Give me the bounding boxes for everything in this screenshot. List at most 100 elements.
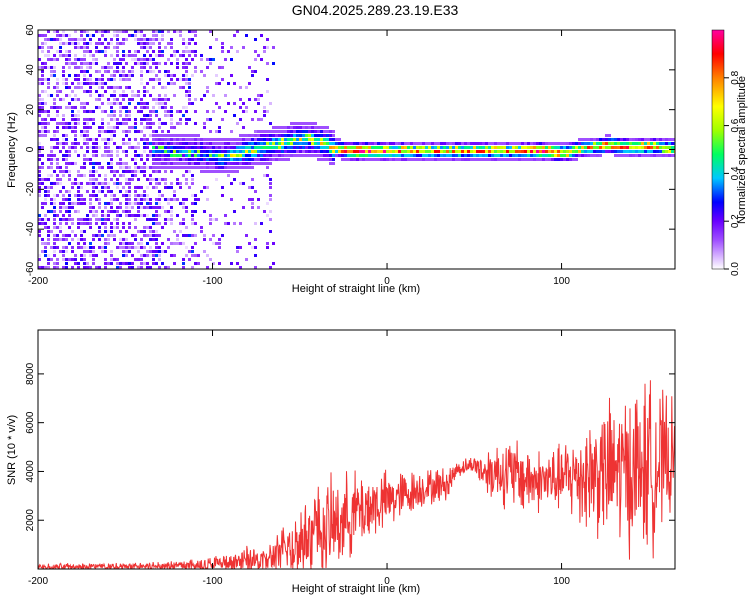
spectrogram-cell — [65, 222, 68, 225]
spectrogram-cell — [134, 246, 137, 249]
spectrogram-cell — [149, 134, 152, 137]
spectrogram-cell — [272, 242, 275, 245]
spectrogram-cell — [197, 262, 200, 265]
spectrogram-cell — [68, 258, 71, 261]
spectrogram-cell — [68, 154, 71, 157]
spectrogram-cell — [137, 258, 140, 261]
spectrogram-cell — [86, 190, 89, 193]
spectrogram-cell — [299, 138, 302, 141]
spectrogram-cell — [80, 46, 83, 49]
spectrogram-cell — [146, 234, 149, 237]
spectrogram-cell — [236, 154, 239, 157]
spectrogram-cell — [116, 42, 119, 45]
spectrogram-cell — [233, 82, 236, 85]
spectrogram-cell — [230, 162, 233, 165]
spectrogram-cell — [206, 158, 209, 161]
spectrogram-cell — [95, 106, 98, 109]
spectrogram-cell — [593, 146, 596, 149]
spectrogram-cell — [71, 126, 74, 129]
spectrogram-cell — [587, 154, 590, 157]
spectrogram-cell — [101, 102, 104, 105]
spectrogram-cell — [221, 142, 224, 145]
spectrogram-cell — [110, 206, 113, 209]
spectrogram-cell — [263, 110, 266, 113]
spectrogram-cell — [140, 102, 143, 105]
spectrogram-cell — [119, 246, 122, 249]
spectrogram-cell — [245, 166, 248, 169]
spectrogram-cell — [134, 30, 137, 33]
spectrogram-cell — [620, 154, 623, 157]
spectrogram-cell — [128, 142, 131, 145]
spectrogram-cell — [158, 134, 161, 137]
spectrogram-cell — [152, 262, 155, 265]
spectrogram-cell — [530, 146, 533, 149]
spectrogram-cell — [227, 102, 230, 105]
spectrogram-cell — [233, 170, 236, 173]
spectrogram-cell — [164, 166, 167, 169]
spectrogram-cell — [80, 34, 83, 37]
spectrogram-cell — [209, 130, 212, 133]
spectrogram-cell — [113, 142, 116, 145]
spectrogram-cell — [134, 166, 137, 169]
spectrogram-cell — [365, 150, 368, 153]
spectrogram-cell — [44, 190, 47, 193]
spectrogram-cell — [413, 146, 416, 149]
spectrogram-cell — [260, 118, 263, 121]
spectrogram-cell — [155, 134, 158, 137]
spectrogram-cell — [47, 178, 50, 181]
spectrogram-cell — [266, 38, 269, 41]
spectrogram-cell — [479, 150, 482, 153]
spectrogram-cell — [524, 150, 527, 153]
spectrogram-cell — [122, 118, 125, 121]
spectrogram-cell — [125, 142, 128, 145]
spectrogram-cell — [227, 162, 230, 165]
spectrogram-cell — [146, 50, 149, 53]
spectrogram-cell — [269, 186, 272, 189]
spectrogram-cell — [113, 86, 116, 89]
spectrogram-cell — [170, 62, 173, 65]
spectrogram-cell — [479, 142, 482, 145]
spectrogram-cell — [458, 154, 461, 157]
spectrogram-cell — [110, 86, 113, 89]
spectrogram-cell — [104, 202, 107, 205]
spectrogram-cell — [263, 142, 266, 145]
spectrogram-cell — [251, 166, 254, 169]
spectrogram-cell — [503, 150, 506, 153]
spectrogram-cell — [530, 150, 533, 153]
spectrogram-cell — [62, 134, 65, 137]
spectrogram-cell — [101, 250, 104, 253]
spectrogram-cell — [98, 86, 101, 89]
spectrogram-cell — [188, 118, 191, 121]
spectrogram-cell — [119, 238, 122, 241]
spectrogram-cell — [164, 250, 167, 253]
spectrogram-cell — [41, 130, 44, 133]
spectrogram-cell — [74, 106, 77, 109]
spectrogram-cell — [239, 222, 242, 225]
spectrogram-cell — [116, 206, 119, 209]
spectrogram-cell — [59, 170, 62, 173]
spectrogram-cell — [107, 166, 110, 169]
spectrogram-cell — [491, 146, 494, 149]
spectrogram-cell — [635, 142, 638, 145]
spectrogram-cell — [110, 38, 113, 41]
spectrogram-cell — [296, 150, 299, 153]
spectrogram-cell — [164, 162, 167, 165]
spectrogram-cell — [44, 102, 47, 105]
spectrogram-cell — [104, 230, 107, 233]
spectrogram-cell — [50, 70, 53, 73]
spectrogram-cell — [671, 154, 674, 157]
spectrogram-cell — [248, 166, 251, 169]
spectrogram-cell — [314, 130, 317, 133]
spectrogram-cell — [38, 230, 41, 233]
spectrogram-cell — [317, 154, 320, 157]
spectrogram-cell — [44, 218, 47, 221]
spectrogram-cell — [119, 242, 122, 245]
spectrogram-cell — [107, 46, 110, 49]
spectrogram-cell — [200, 150, 203, 153]
spectrogram-cell — [170, 110, 173, 113]
spectrogram-cell — [137, 210, 140, 213]
spectrogram-cell — [110, 106, 113, 109]
spectrogram-cell — [278, 138, 281, 141]
spectrogram-cell — [143, 234, 146, 237]
spectrogram-cell — [203, 158, 206, 161]
